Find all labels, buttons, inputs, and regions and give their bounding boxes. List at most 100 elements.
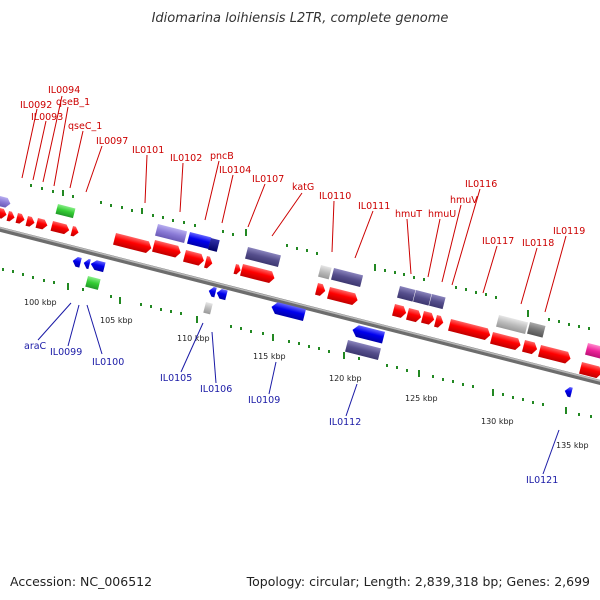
gene-lavender[interactable] bbox=[0, 195, 12, 209]
label-IL0100[interactable]: IL0100 bbox=[92, 357, 124, 368]
gene-red-hmu-3[interactable] bbox=[421, 311, 436, 326]
gene-red-edge[interactable] bbox=[579, 362, 600, 379]
gene-IL0106[interactable] bbox=[208, 286, 217, 298]
map-title: Idiomarina loihiensis L2TR, complete gen… bbox=[152, 11, 449, 26]
label-IL0110[interactable]: IL0110 bbox=[319, 191, 351, 202]
label-hmuV[interactable]: hmuV bbox=[450, 195, 478, 206]
label-IL0092[interactable]: IL0092 bbox=[20, 100, 52, 111]
forward-strand-genes bbox=[0, 195, 600, 379]
gene-red-hmu-2[interactable] bbox=[406, 308, 423, 323]
gene-IL0100[interactable] bbox=[90, 259, 106, 273]
label-IL0094[interactable]: IL0094 bbox=[48, 85, 80, 96]
label-IL0121[interactable]: IL0121 bbox=[526, 475, 558, 486]
scale-label-125: 125 kbp bbox=[405, 394, 438, 403]
gene-IL0093[interactable] bbox=[6, 211, 16, 222]
gene-red-06[interactable] bbox=[233, 264, 242, 275]
gene-pncB[interactable] bbox=[187, 232, 212, 250]
outer-scale-track bbox=[30, 184, 590, 330]
label-IL0101[interactable]: IL0101 bbox=[132, 145, 164, 156]
label-IL0117[interactable]: IL0117 bbox=[482, 236, 514, 247]
label-katG[interactable]: katG bbox=[292, 182, 314, 193]
label-pncB[interactable]: pncB bbox=[210, 151, 234, 162]
gene-IL0102[interactable] bbox=[155, 224, 188, 244]
gene-IL0109[interactable] bbox=[270, 301, 306, 322]
gene-IL0112[interactable] bbox=[345, 340, 381, 361]
topology-text: Topology: circular; Length: 2,839,318 bp… bbox=[246, 574, 590, 589]
scale-label-115: 115 kbp bbox=[253, 352, 286, 361]
label-hmuT[interactable]: hmuT bbox=[395, 209, 422, 220]
gene-IL0094[interactable] bbox=[15, 213, 26, 225]
gene-red-05[interactable] bbox=[204, 256, 214, 269]
label-IL0111[interactable]: IL0111 bbox=[358, 201, 390, 212]
label-IL0099[interactable]: IL0099 bbox=[50, 347, 82, 358]
scale-labels: 100 kbp 105 kbp 110 kbp 115 kbp 120 kbp … bbox=[24, 298, 589, 450]
label-IL0109[interactable]: IL0109 bbox=[248, 395, 280, 406]
gene-IL0106-b[interactable] bbox=[216, 288, 228, 301]
gene-qseC-1[interactable] bbox=[35, 218, 49, 230]
forward-gene-labels: IL0092 IL0093 IL0094 qseB_1 qseC_1 IL009… bbox=[20, 85, 585, 249]
gene-IL0105[interactable] bbox=[203, 302, 213, 315]
label-qseC-1[interactable]: qseC_1 bbox=[68, 121, 102, 132]
reverse-strand-genes bbox=[72, 256, 573, 398]
gene-red-117[interactable] bbox=[490, 332, 522, 351]
label-IL0116[interactable]: IL0116 bbox=[465, 179, 497, 190]
gene-IL0112-blue[interactable] bbox=[351, 324, 386, 344]
gene-IL0119[interactable] bbox=[538, 345, 572, 365]
label-IL0097[interactable]: IL0097 bbox=[96, 136, 128, 147]
gene-pncB-red[interactable] bbox=[152, 240, 182, 259]
gene-IL0097[interactable] bbox=[50, 221, 71, 235]
reverse-leader-lines bbox=[37, 302, 560, 475]
gene-IL0092[interactable] bbox=[0, 208, 8, 220]
label-IL0106[interactable]: IL0106 bbox=[200, 384, 232, 395]
gene-hmuU[interactable] bbox=[413, 290, 432, 306]
gene-red-small[interactable] bbox=[70, 226, 80, 237]
label-qseB-1[interactable]: qseB_1 bbox=[56, 97, 90, 108]
gene-IL0117[interactable] bbox=[496, 315, 529, 335]
label-IL0112[interactable]: IL0112 bbox=[329, 417, 361, 428]
gene-IL0099[interactable] bbox=[83, 258, 91, 270]
label-IL0102[interactable]: IL0102 bbox=[170, 153, 202, 164]
gene-gray-110[interactable] bbox=[318, 265, 332, 280]
scale-label-100: 100 kbp bbox=[24, 298, 57, 307]
genome-backbone bbox=[0, 226, 600, 386]
rna-green-2[interactable] bbox=[85, 276, 101, 290]
label-IL0104[interactable]: IL0104 bbox=[219, 165, 251, 176]
gene-IL0101[interactable] bbox=[113, 233, 153, 254]
label-IL0107[interactable]: IL0107 bbox=[252, 174, 284, 185]
gene-IL0111[interactable] bbox=[327, 287, 359, 306]
scale-label-120: 120 kbp bbox=[329, 374, 362, 383]
gene-IL0116[interactable] bbox=[448, 319, 492, 341]
scale-label-110: 110 kbp bbox=[177, 334, 210, 343]
forward-leader-lines bbox=[21, 95, 567, 313]
gene-hmuV[interactable] bbox=[429, 294, 446, 310]
gene-red-118[interactable] bbox=[522, 340, 539, 355]
gene-IL0118[interactable] bbox=[527, 322, 546, 338]
label-araC[interactable]: araC bbox=[24, 341, 47, 352]
gene-red-hmu-4[interactable] bbox=[434, 315, 445, 329]
gene-IL0104[interactable] bbox=[208, 238, 220, 252]
gene-red-hmu-1[interactable] bbox=[392, 304, 408, 319]
gene-araC[interactable] bbox=[72, 256, 82, 268]
scale-label-135: 135 kbp bbox=[556, 441, 589, 450]
label-IL0118[interactable]: IL0118 bbox=[522, 238, 554, 249]
gene-hmuT[interactable] bbox=[397, 286, 416, 302]
inner-scale-track bbox=[2, 268, 592, 418]
gene-IL0110[interactable] bbox=[331, 268, 364, 288]
gene-red-04[interactable] bbox=[183, 250, 205, 267]
scale-label-130: 130 kbp bbox=[481, 417, 514, 426]
accession-text: Accession: NC_006512 bbox=[10, 574, 152, 589]
label-IL0105[interactable]: IL0105 bbox=[160, 373, 192, 384]
label-hmuU[interactable]: hmuU bbox=[428, 209, 456, 220]
gene-red-110[interactable] bbox=[315, 283, 327, 297]
label-IL0119[interactable]: IL0119 bbox=[553, 226, 585, 237]
gene-IL0121[interactable] bbox=[564, 386, 573, 398]
scale-label-105: 105 kbp bbox=[100, 316, 133, 325]
gene-magenta[interactable] bbox=[585, 343, 600, 359]
gene-IL0107[interactable] bbox=[245, 247, 281, 268]
gene-qseB-1[interactable] bbox=[25, 216, 36, 228]
label-IL0093[interactable]: IL0093 bbox=[31, 112, 63, 123]
rna-green[interactable] bbox=[55, 204, 76, 219]
gene-katG[interactable] bbox=[240, 264, 276, 284]
